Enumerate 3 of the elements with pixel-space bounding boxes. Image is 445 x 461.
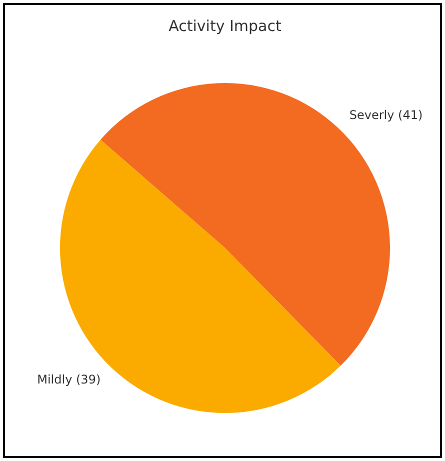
chart-title: Activity Impact <box>168 16 282 35</box>
slice-label: Severly (41) <box>349 108 423 122</box>
slice-label: Mildly (39) <box>37 372 101 386</box>
